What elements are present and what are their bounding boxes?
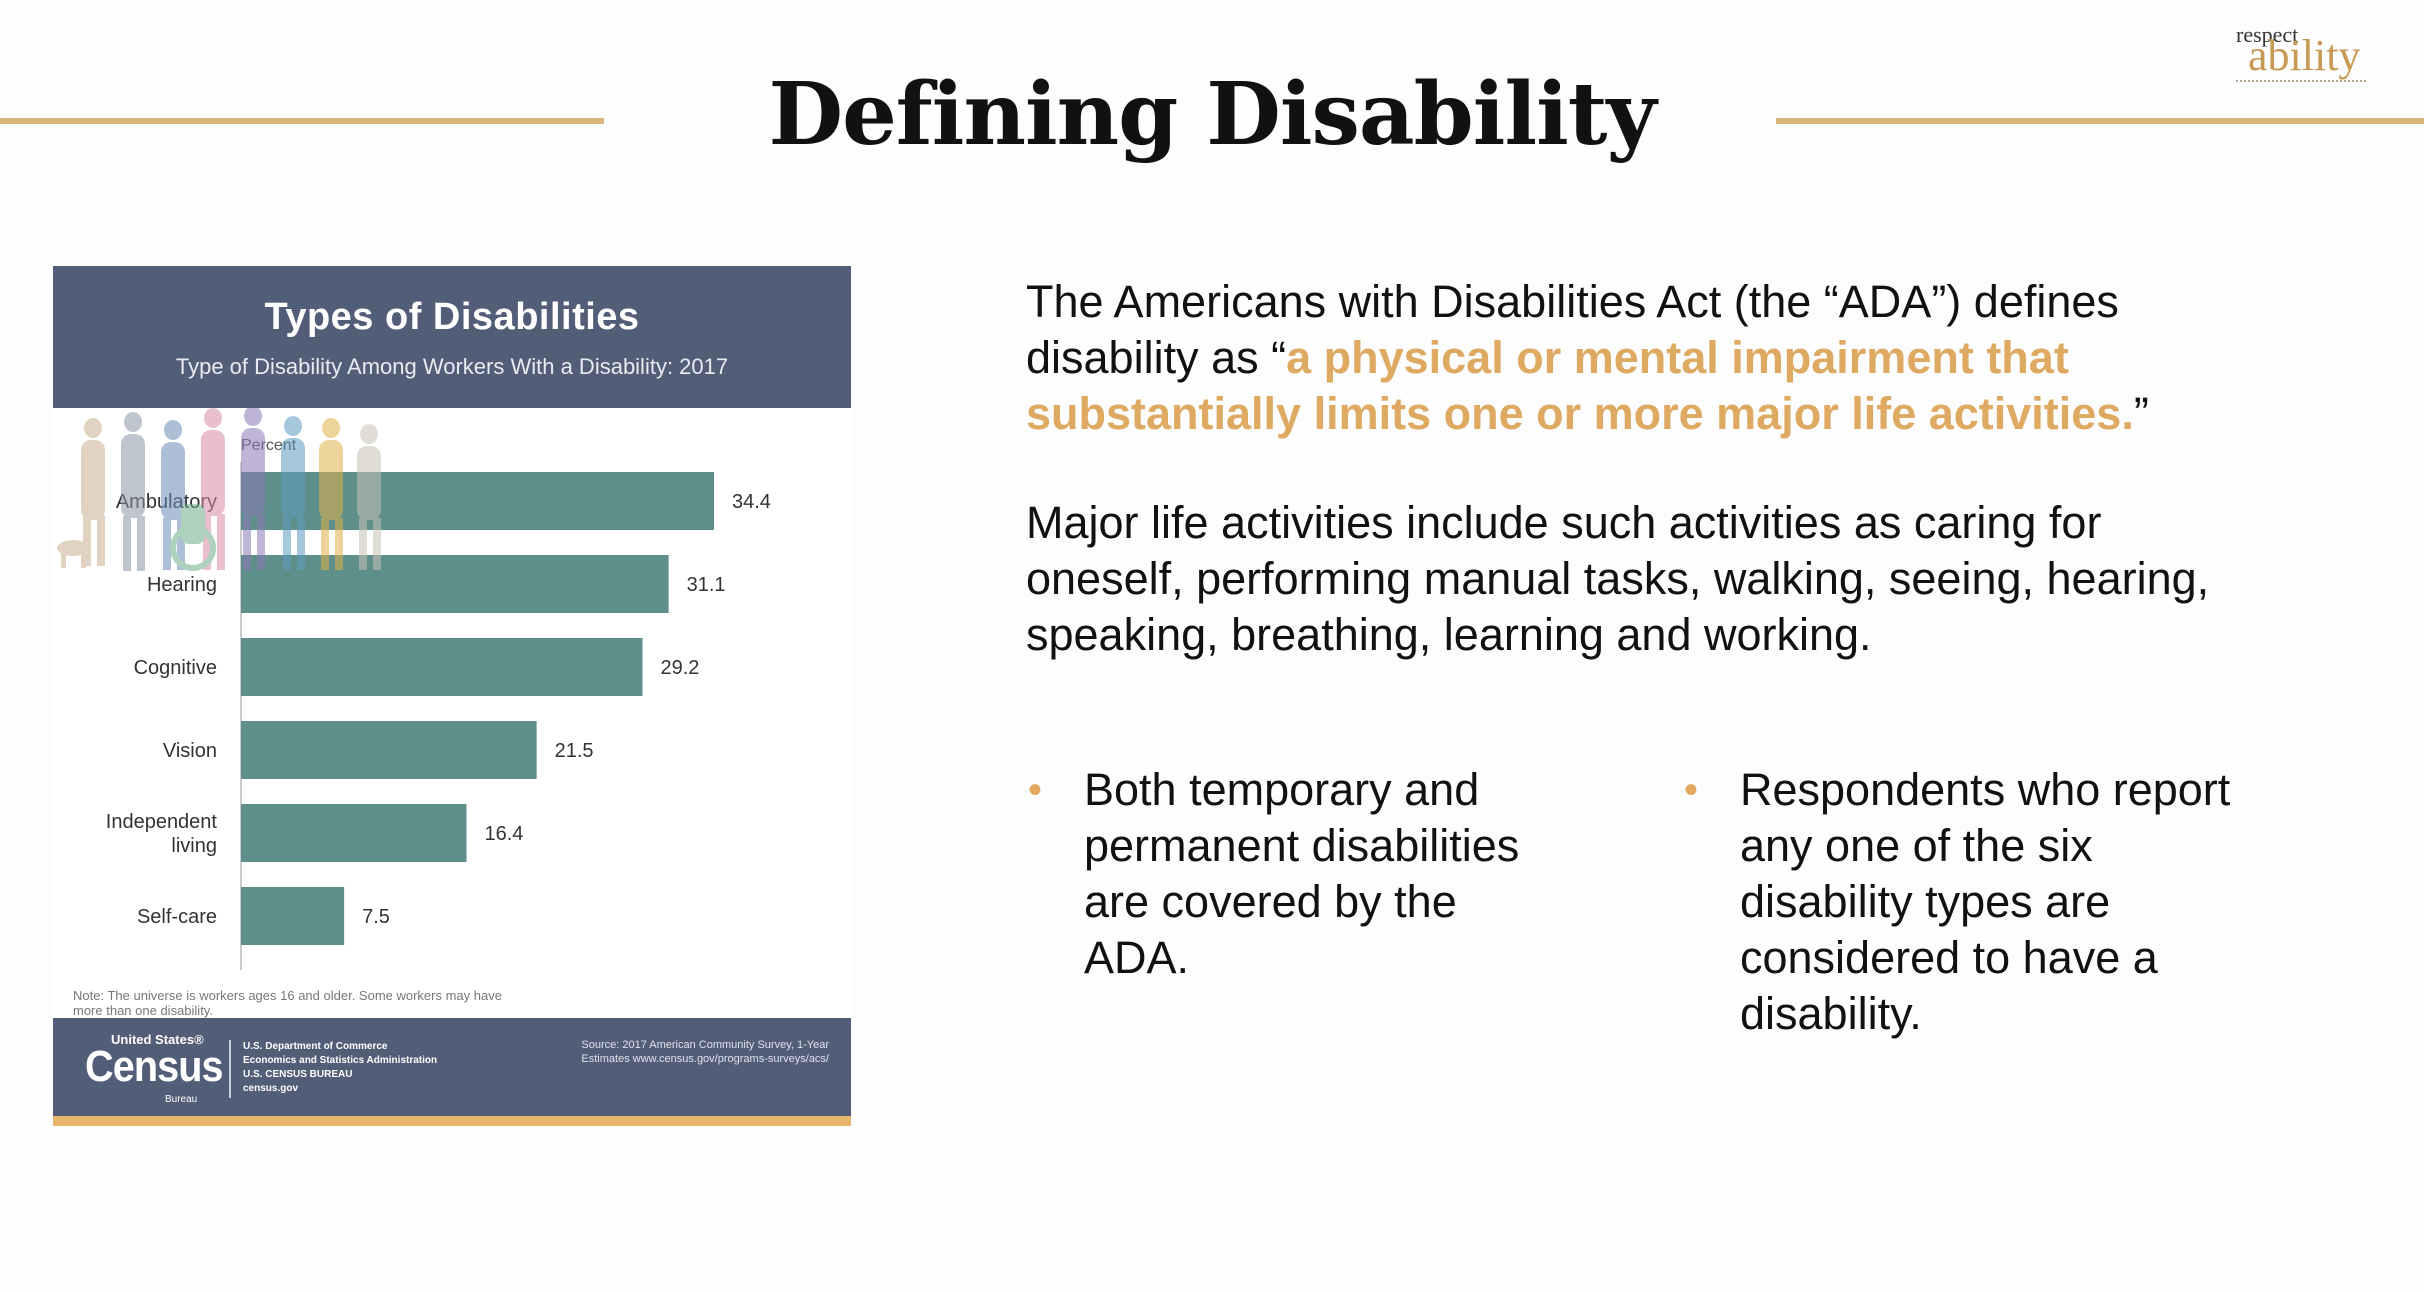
infographic-title: Types of Disabilities bbox=[264, 296, 640, 338]
ada-definition-closing-quote: ” bbox=[2133, 388, 2149, 439]
bar bbox=[241, 721, 537, 779]
logo-text-bottom: ability bbox=[2248, 31, 2361, 80]
bar bbox=[241, 887, 345, 945]
census-logo: Census bbox=[85, 1042, 224, 1091]
ada-definition-text: The Americans with Disabilities Act (the… bbox=[1026, 276, 2119, 383]
category-label: Independent bbox=[106, 811, 218, 833]
category-label: Vision bbox=[163, 740, 217, 762]
infographic-subtitle: Type of Disability Among Workers With a … bbox=[175, 354, 729, 379]
bullet-dot-icon: • bbox=[1028, 768, 1043, 812]
decorative-rule-left bbox=[0, 118, 604, 124]
logo-text-top: respect bbox=[2236, 22, 2299, 47]
bar-chart-svg: PercentAmbulatory34.4Hearing31.1Cognitiv… bbox=[106, 437, 771, 970]
silhouettes-illustration bbox=[57, 408, 381, 571]
value-label: 34.4 bbox=[732, 491, 771, 513]
census-logo-small-text: United States® bbox=[111, 1032, 204, 1047]
infographic-note: Note: The universe is workers ages 16 an… bbox=[73, 988, 502, 1018]
bar bbox=[241, 555, 669, 613]
infographic-bottom-stripe bbox=[53, 1116, 851, 1126]
census-logo-bureau-text: Bureau bbox=[165, 1094, 198, 1105]
category-label: Self-care bbox=[137, 906, 217, 928]
decorative-rule-right bbox=[1776, 118, 2424, 124]
footer-org-line: Economics and Statistics Administration bbox=[243, 1055, 438, 1066]
bar bbox=[241, 638, 643, 696]
footer-divider bbox=[229, 1040, 231, 1098]
disability-bar-chart: PercentAmbulatory34.4Hearing31.1Cognitiv… bbox=[53, 408, 851, 988]
census-infographic: Types of Disabilities Type of Disability… bbox=[53, 266, 851, 1126]
value-label: 21.5 bbox=[555, 740, 594, 762]
value-label: 31.1 bbox=[687, 574, 726, 596]
bullet-text: Both temporary and permanent disabilitie… bbox=[1084, 764, 1520, 983]
infographic-header: Types of Disabilities Type of Disability… bbox=[53, 266, 851, 408]
value-label: 29.2 bbox=[661, 657, 700, 679]
infographic-footer: United States® Census Bureau U.S. Depart… bbox=[53, 1018, 851, 1116]
ada-definition-paragraph: The Americans with Disabilities Act (the… bbox=[1026, 274, 2256, 442]
footer-org-line: U.S. CENSUS BUREAU bbox=[243, 1069, 353, 1080]
category-label: living bbox=[171, 835, 217, 857]
footer-org-line: census.gov bbox=[243, 1083, 299, 1094]
footer-org-line: U.S. Department of Commerce bbox=[243, 1041, 388, 1052]
value-label: 16.4 bbox=[485, 823, 524, 845]
logo-underline bbox=[2236, 80, 2366, 86]
respectability-logo: respect ability bbox=[2234, 22, 2384, 86]
footer-organization: U.S. Department of Commerce Economics an… bbox=[243, 1040, 437, 1096]
category-label: Hearing bbox=[147, 574, 217, 596]
major-life-activities-paragraph: Major life activities include such activ… bbox=[1026, 497, 2210, 660]
bullet-dot-icon: • bbox=[1684, 768, 1699, 812]
value-label: 7.5 bbox=[362, 906, 390, 928]
bar bbox=[241, 804, 467, 862]
bullet-item: • Respondents who report any one of the … bbox=[1684, 762, 2240, 1042]
category-label: Cognitive bbox=[134, 657, 217, 679]
bullet-text: Respondents who report any one of the si… bbox=[1740, 764, 2231, 1039]
slide-title: Defining Disability bbox=[768, 64, 1657, 165]
footer-source: Source: 2017 American Community Survey, … bbox=[581, 1039, 829, 1065]
ada-definition-highlight: a physical or mental impairment that sub… bbox=[1026, 332, 2134, 439]
bullet-item: • Both temporary and permanent disabilit… bbox=[1028, 762, 1554, 986]
